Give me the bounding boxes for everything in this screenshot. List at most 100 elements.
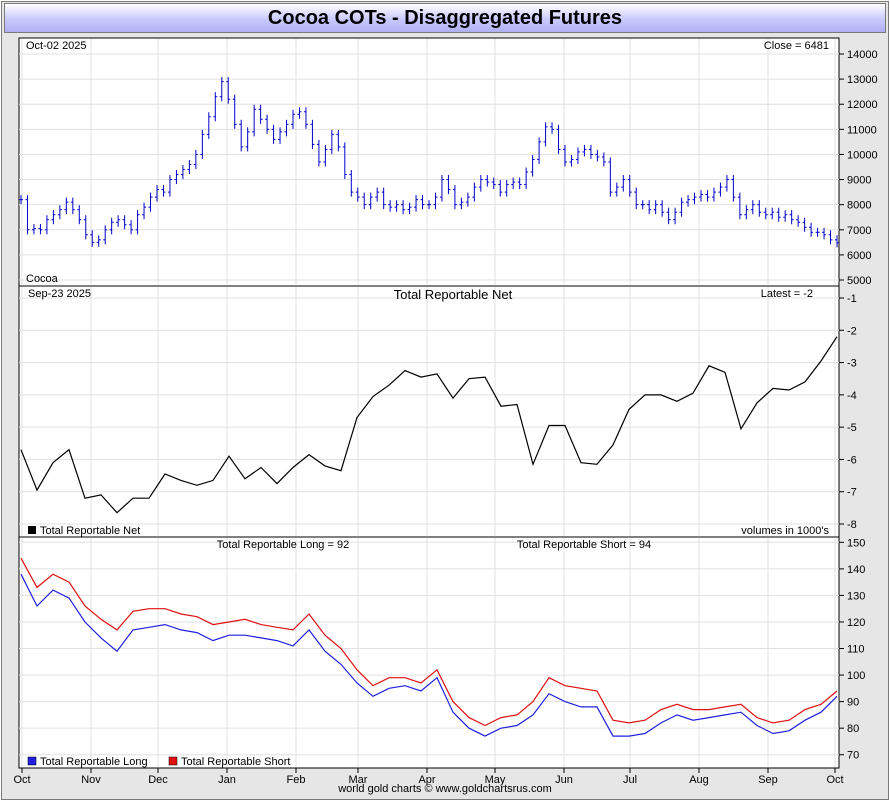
price-bar xyxy=(705,190,710,202)
price-bar xyxy=(342,142,347,180)
price-bar xyxy=(550,122,555,134)
price-bar xyxy=(692,192,697,205)
price-bar xyxy=(109,217,114,235)
price-bar xyxy=(174,170,179,185)
price-bar xyxy=(478,175,483,192)
price-bar xyxy=(776,207,781,222)
short-legend-swatch xyxy=(168,756,178,766)
price-bar xyxy=(621,175,626,192)
price-bar xyxy=(31,224,36,235)
price-bar xyxy=(135,210,140,235)
price-bar xyxy=(511,177,516,190)
price-bar xyxy=(232,94,237,129)
x-tick-label: Dec xyxy=(148,774,168,786)
price-bar xyxy=(193,149,198,170)
price-bar xyxy=(271,124,276,144)
y-tick-label: 13000 xyxy=(847,74,878,86)
y-tick-label: -2 xyxy=(847,325,857,337)
x-tick-label: Feb xyxy=(287,774,306,786)
long-total-label: Total Reportable Long = 92 xyxy=(217,539,349,551)
price-bar xyxy=(828,230,833,245)
net-units-note: volumes in 1000's xyxy=(741,525,829,537)
x-tick-label: Jun xyxy=(555,774,573,786)
price-bar xyxy=(439,175,444,202)
price-bar xyxy=(711,187,716,202)
net-panel-title: Total Reportable Net xyxy=(394,287,513,302)
price-bar xyxy=(809,222,814,237)
price-bar xyxy=(245,127,250,152)
price-bar xyxy=(575,147,580,164)
price-bar xyxy=(524,167,529,190)
price-bar xyxy=(459,197,464,210)
y-tick-label: 10000 xyxy=(847,149,878,161)
price-bar xyxy=(19,195,23,205)
price-panel-frame xyxy=(18,37,840,287)
price-bar xyxy=(349,170,354,197)
price-bar xyxy=(660,200,665,217)
price-bar xyxy=(679,197,684,217)
footer-credit: world gold charts © www.goldchartsrus.co… xyxy=(338,783,552,795)
price-bar xyxy=(90,230,95,247)
price-bar xyxy=(180,164,185,180)
price-bar xyxy=(142,202,147,220)
price-bar xyxy=(666,207,671,225)
y-tick-label: 90 xyxy=(847,697,859,709)
price-bar xyxy=(640,200,645,210)
price-bar xyxy=(686,195,691,207)
price-bar xyxy=(77,205,82,225)
price-bar xyxy=(394,200,399,212)
price-bar xyxy=(472,182,477,202)
price-bar xyxy=(433,192,438,210)
price-bar xyxy=(368,192,373,210)
price-close-label: Close = 6481 xyxy=(764,40,829,52)
x-tick-label: Oct xyxy=(13,774,30,786)
y-tick-label: 11000 xyxy=(847,124,877,136)
price-bar xyxy=(427,200,431,210)
price-bar xyxy=(278,127,283,144)
x-tick-label: Sep xyxy=(758,774,778,786)
price-bar xyxy=(737,192,742,220)
y-tick-label: 120 xyxy=(847,617,865,629)
x-tick-label: Aug xyxy=(689,774,709,786)
y-tick-label: -4 xyxy=(847,390,857,402)
price-bar xyxy=(653,200,658,215)
chart-title: Cocoa COTs - Disaggregated Futures xyxy=(267,7,623,29)
price-bar xyxy=(57,205,62,220)
y-tick-label: 5000 xyxy=(847,275,871,287)
x-tick-label: Jul xyxy=(623,774,637,786)
price-bar xyxy=(485,175,490,187)
y-tick-label: -1 xyxy=(847,293,857,305)
y-tick-label: -6 xyxy=(847,454,857,466)
y-tick-label: -5 xyxy=(847,422,857,434)
title-bar: Cocoa COTs - Disaggregated Futures xyxy=(4,3,886,33)
y-tick-label: 80 xyxy=(847,723,859,735)
net-legend-label: Total Reportable Net xyxy=(40,525,140,537)
price-bar xyxy=(530,154,535,177)
price-bar xyxy=(388,200,393,212)
price-bar xyxy=(770,207,775,220)
price-bar xyxy=(252,104,257,137)
y-tick-label: -8 xyxy=(847,519,857,531)
y-tick-label: 110 xyxy=(847,644,865,656)
price-bar xyxy=(491,177,496,190)
price-bar xyxy=(504,180,509,197)
price-bar xyxy=(588,144,593,159)
price-bar xyxy=(601,152,606,167)
price-bar xyxy=(64,197,69,215)
price-bar xyxy=(815,227,820,237)
price-bar xyxy=(543,122,548,147)
y-tick-label: -7 xyxy=(847,487,857,499)
price-bar xyxy=(265,114,270,134)
price-bar xyxy=(452,185,457,210)
short-legend-label: Total Reportable Short xyxy=(181,756,290,768)
y-tick-label: 150 xyxy=(847,537,865,549)
long-legend-swatch xyxy=(27,756,37,766)
long-short-panel-frame xyxy=(18,536,840,769)
price-bar xyxy=(148,192,153,212)
price-bar xyxy=(582,144,587,157)
price-bar xyxy=(103,225,108,245)
x-tick-label: Apr xyxy=(418,774,435,786)
price-panel: 5000 6000 7000 8000 9000 10000 11000 12000 13000… xyxy=(18,37,878,287)
price-bar xyxy=(608,157,613,197)
price-commodity-label: Cocoa xyxy=(26,273,59,285)
